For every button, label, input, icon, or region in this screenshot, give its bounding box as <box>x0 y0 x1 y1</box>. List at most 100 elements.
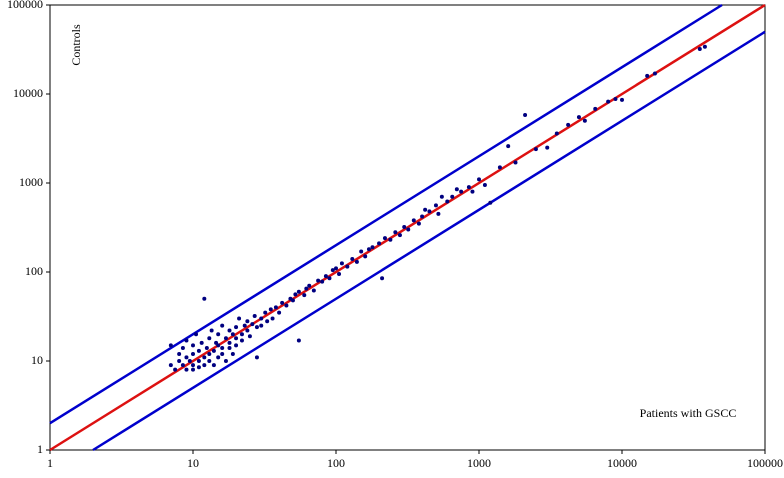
data-point <box>497 165 502 170</box>
data-point <box>180 363 185 368</box>
data-point <box>388 237 393 242</box>
data-point <box>247 334 252 339</box>
data-point <box>459 189 464 194</box>
data-point <box>252 314 257 319</box>
data-point <box>202 355 207 360</box>
data-point <box>334 266 338 271</box>
data-point <box>554 131 559 136</box>
data-point <box>284 303 289 308</box>
data-point <box>239 338 244 343</box>
data-point <box>311 288 316 293</box>
data-point <box>184 367 189 372</box>
data-point <box>230 332 235 337</box>
data-point <box>177 351 182 356</box>
data-point <box>242 323 247 328</box>
data-point <box>207 336 212 341</box>
data-point <box>239 332 244 337</box>
data-point <box>406 227 411 232</box>
data-point <box>168 363 173 368</box>
data-point <box>613 96 618 101</box>
data-point <box>194 332 199 337</box>
data-point <box>202 363 207 368</box>
data-point <box>280 300 285 305</box>
data-point <box>470 189 475 194</box>
data-point <box>296 289 301 294</box>
data-point <box>393 230 398 235</box>
data-point <box>207 351 212 356</box>
data-point <box>254 355 259 360</box>
data-point <box>513 160 518 165</box>
y-tick-label: 1 <box>37 442 43 456</box>
data-point <box>245 319 250 324</box>
data-point <box>482 182 487 187</box>
data-point <box>345 264 350 269</box>
data-point <box>411 218 416 223</box>
data-point <box>380 276 385 281</box>
data-point <box>593 106 598 111</box>
data-point <box>184 355 189 360</box>
data-point <box>268 307 273 312</box>
data-point <box>177 359 182 363</box>
data-point <box>234 325 239 330</box>
data-point <box>234 336 239 341</box>
reference-line <box>49 3 723 425</box>
data-point <box>454 187 459 192</box>
data-point <box>273 305 278 310</box>
data-point <box>220 323 225 328</box>
data-point <box>211 363 216 368</box>
data-point <box>420 214 425 219</box>
data-point <box>377 241 382 246</box>
data-point <box>254 325 259 330</box>
x-tick-label: 1000 <box>467 456 491 470</box>
data-point <box>293 292 298 297</box>
data-point <box>582 118 587 123</box>
data-point <box>370 245 375 250</box>
data-point <box>402 225 407 230</box>
data-point <box>227 340 232 345</box>
data-point <box>416 221 421 226</box>
data-point <box>220 351 225 356</box>
data-point <box>191 351 195 356</box>
reference-line <box>49 3 766 452</box>
data-point <box>477 177 481 182</box>
plot-frame <box>49 4 766 451</box>
data-point <box>277 310 282 315</box>
data-point <box>427 209 432 214</box>
data-point <box>327 276 332 281</box>
data-point <box>445 199 450 204</box>
data-point <box>307 283 312 288</box>
data-point <box>245 328 250 333</box>
data-point <box>359 249 364 254</box>
data-point <box>259 323 264 328</box>
data-point <box>270 316 275 321</box>
x-tick-label: 10000 <box>607 456 637 470</box>
data-point <box>220 345 225 350</box>
data-point <box>533 147 538 152</box>
data-point <box>216 332 221 337</box>
data-point <box>263 310 268 315</box>
data-point <box>645 73 650 78</box>
data-point <box>576 115 581 120</box>
data-point <box>439 194 444 199</box>
data-point <box>436 211 441 216</box>
data-point <box>196 365 201 370</box>
data-point <box>211 348 216 353</box>
x-tick-label: 100000 <box>747 456 783 470</box>
data-point <box>433 203 438 208</box>
data-point <box>363 254 368 259</box>
x-tick-label: 10 <box>187 456 199 470</box>
data-point <box>191 363 195 368</box>
data-point <box>302 293 307 298</box>
data-point <box>320 279 325 284</box>
data-point <box>216 355 221 360</box>
data-point <box>466 185 471 190</box>
data-point <box>196 348 201 353</box>
data-point <box>620 97 624 102</box>
data-point <box>339 261 344 266</box>
data-point <box>702 44 707 49</box>
data-point <box>265 319 270 324</box>
data-point <box>450 194 455 199</box>
x-tick-label: 100 <box>327 456 345 470</box>
data-point <box>506 144 511 149</box>
data-point <box>354 259 359 264</box>
